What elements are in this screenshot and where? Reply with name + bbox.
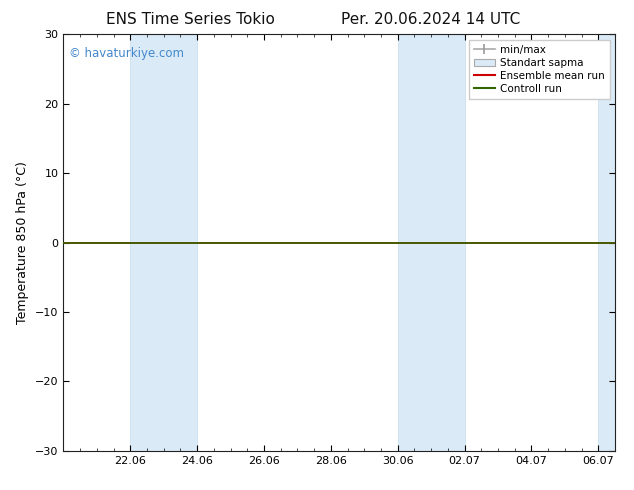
- Bar: [130, 34, 197, 451]
- Legend: min/max, Standart sapma, Ensemble mean run, Controll run: min/max, Standart sapma, Ensemble mean r…: [469, 40, 610, 99]
- Text: © havaturkiye.com: © havaturkiye.com: [69, 47, 184, 60]
- Text: Per. 20.06.2024 14 UTC: Per. 20.06.2024 14 UTC: [342, 12, 521, 27]
- Bar: [598, 34, 615, 451]
- Text: ENS Time Series Tokio: ENS Time Series Tokio: [106, 12, 275, 27]
- Y-axis label: Temperature 850 hPa (°C): Temperature 850 hPa (°C): [16, 161, 30, 324]
- Bar: [398, 34, 465, 451]
